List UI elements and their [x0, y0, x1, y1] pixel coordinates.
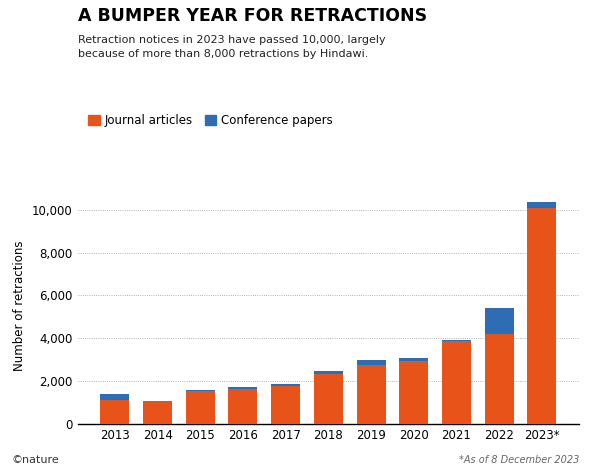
Y-axis label: Number of retractions: Number of retractions [14, 241, 26, 372]
Text: *As of 8 December 2023: *As of 8 December 2023 [458, 455, 579, 465]
Bar [442, 341, 471, 424]
Bar [356, 365, 386, 424]
Bar [100, 400, 130, 424]
Bar [186, 390, 215, 391]
Bar [271, 384, 300, 386]
Bar [143, 400, 172, 401]
Bar [485, 334, 513, 424]
Bar [399, 358, 428, 361]
Bar [399, 361, 428, 424]
Bar [485, 309, 513, 334]
Legend: Journal articles, Conference papers: Journal articles, Conference papers [84, 110, 338, 132]
Bar [271, 386, 300, 424]
Text: Retraction notices in 2023 have passed 10,000, largely
because of more than 8,00: Retraction notices in 2023 have passed 1… [78, 35, 385, 58]
Bar [314, 371, 343, 374]
Bar [143, 401, 172, 424]
Text: A BUMPER YEAR FOR RETRACTIONS: A BUMPER YEAR FOR RETRACTIONS [78, 7, 427, 25]
Bar [356, 360, 386, 365]
Bar [100, 394, 130, 400]
Bar [527, 208, 556, 424]
Bar [527, 203, 556, 208]
Bar [442, 340, 471, 341]
Bar [229, 389, 257, 424]
Bar [314, 374, 343, 424]
Bar [186, 391, 215, 424]
Text: ©nature: ©nature [12, 455, 60, 465]
Bar [229, 387, 257, 389]
